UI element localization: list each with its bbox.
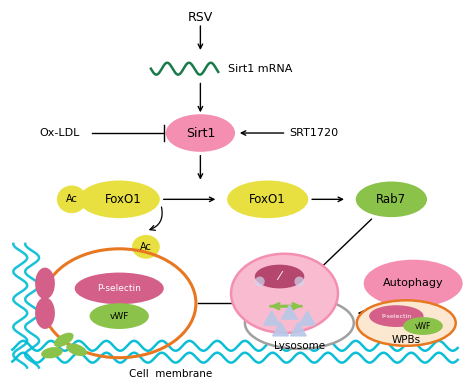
Polygon shape [291,322,306,336]
Ellipse shape [66,343,87,356]
Text: Lysosome: Lysosome [274,341,325,351]
Text: FoxO1: FoxO1 [249,193,286,206]
Text: ⁄: ⁄ [279,270,281,283]
Text: Ac: Ac [66,194,78,204]
Ellipse shape [255,277,264,287]
Ellipse shape [57,186,87,213]
Ellipse shape [132,235,160,259]
Ellipse shape [364,260,463,307]
Polygon shape [282,305,297,319]
Ellipse shape [166,114,235,152]
Text: P-selectin: P-selectin [381,314,411,319]
Ellipse shape [294,277,304,287]
Ellipse shape [41,347,63,359]
Ellipse shape [35,267,55,299]
Ellipse shape [356,181,427,217]
Polygon shape [273,322,289,336]
Polygon shape [264,311,280,325]
Ellipse shape [227,181,308,218]
Text: Sirt1: Sirt1 [186,126,215,139]
Ellipse shape [369,305,424,327]
Text: Autophagy: Autophagy [383,279,444,288]
Text: Ox-LDL: Ox-LDL [39,128,80,138]
Text: Ac: Ac [140,242,152,252]
Text: vWF: vWF [415,322,431,330]
Ellipse shape [54,333,73,347]
Text: SRT1720: SRT1720 [290,128,338,138]
Text: Sirt1 mRNA: Sirt1 mRNA [228,64,292,74]
Ellipse shape [35,297,55,329]
Ellipse shape [79,181,160,218]
Text: RSV: RSV [188,11,213,24]
Text: Cell  membrane: Cell membrane [129,368,212,378]
Polygon shape [300,311,315,325]
Ellipse shape [357,300,456,346]
Ellipse shape [90,303,149,329]
Ellipse shape [245,297,354,349]
Text: vWF: vWF [109,312,129,320]
Text: FoxO1: FoxO1 [105,193,142,206]
Text: Rab7: Rab7 [376,193,406,206]
Text: P-selectin: P-selectin [97,284,141,293]
Ellipse shape [255,265,304,288]
Ellipse shape [403,317,443,335]
Ellipse shape [231,254,338,333]
Text: WPBs: WPBs [392,335,421,345]
Ellipse shape [75,272,164,304]
